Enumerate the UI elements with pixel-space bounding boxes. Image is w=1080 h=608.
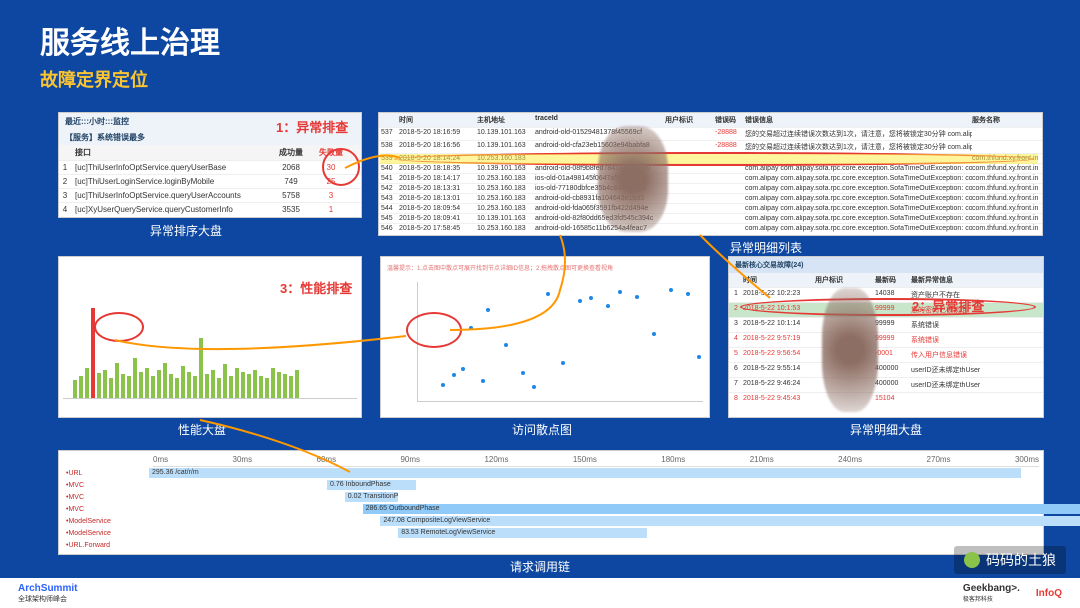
redaction-detail [822, 288, 878, 412]
scatter-panel: 温馨提示：1.点击图中散点可展开找到节点详细ID信息；2.拖拽散点图可更换查看视… [380, 256, 710, 418]
archsummit-logo: ArchSummit 全球架构师峰会 [18, 583, 77, 604]
infoq-logo: InfoQ [1036, 588, 1062, 599]
detail-col-time: 时间 [743, 275, 815, 285]
trace-col-svc: 服务名称 [972, 115, 1042, 125]
geekbang-logo: Geekbang>. 极客邦科技 [963, 583, 1020, 603]
detail-col-msg: 最新异常信息 [911, 275, 1043, 285]
chain-label: 请求调用链 [510, 558, 570, 575]
col-interface: 接口 [71, 147, 271, 158]
chain-panel: 0ms30ms60ms90ms120ms150ms180ms210ms240ms… [58, 450, 1044, 555]
trace-row[interactable]: 5382018-5-20 18:16:5610.139.101.163andro… [379, 140, 1042, 153]
trace-row[interactable]: 5432018-5-20 18:13:0110.253.160.183andro… [379, 193, 1042, 203]
chain-row[interactable]: •MVC0.76 InboundPhase [63, 479, 1039, 491]
annot-2: 2：异常排查 [912, 296, 984, 315]
detail-row[interactable]: 32018-5-22 10:1:1499999系统错误 [729, 317, 1043, 332]
page-title: 服务线上治理 [0, 0, 1080, 62]
detail-row[interactable]: 82018-5-22 9:45:4315104 [729, 392, 1043, 404]
detail-col-code: 最新码 [875, 275, 911, 285]
wm-text: 码码的土狼 [986, 550, 1056, 570]
trace-row[interactable]: 5442018-5-20 18:09:5410.253.160.183andro… [379, 203, 1042, 213]
trace-panel: 时间 主机地址 traceId 用户标识 错误码 错误信息 服务名称 53720… [378, 112, 1043, 236]
chain-row[interactable]: •ModelService247.08 CompositeLogViewServ… [63, 515, 1039, 527]
wechat-icon [964, 552, 980, 568]
trace-row[interactable]: 5402018-5-20 18:18:3510.139.101.163andro… [379, 163, 1042, 173]
redaction-trace [598, 126, 668, 232]
chain-row[interactable]: •ModelService83.53 RemoteLogViewService [63, 527, 1039, 539]
err-row[interactable]: 1[uc]ThiUserInfoOptService.queryUserBase… [59, 160, 361, 174]
chain-row[interactable]: •MVC286.65 OutboundPhase [63, 503, 1039, 515]
trace-row[interactable]: 5392018-5-20 18:14:2410.253.160.183com.t… [379, 153, 1042, 163]
trace-col-host: 主机地址 [477, 115, 535, 125]
err-row[interactable]: 2[uc]ThiUserLoginService.loginByMobile74… [59, 174, 361, 188]
err-row[interactable]: 4[uc]XyUserQueryService.queryCustomerInf… [59, 202, 361, 216]
trace-row[interactable]: 5452018-5-20 18:09:4110.139.101.163andro… [379, 213, 1042, 223]
chain-row[interactable]: •URL.Forward [63, 539, 1039, 551]
detail-row[interactable]: 12018-5-22 10:2:2314038资产账户不存在 [729, 287, 1043, 302]
footer-bar: ArchSummit 全球架构师峰会 Geekbang>. 极客邦科技 Info… [0, 578, 1080, 608]
annot-1: 1：异常排查 [276, 117, 348, 136]
err-label: 异常排序大盘 [150, 222, 222, 239]
detail-row[interactable]: 72018-5-22 9:46:24400000userID还未绑定thUser [729, 377, 1043, 392]
chain-row[interactable]: •URL295.36 /cat/r/m [63, 467, 1039, 479]
detail-row[interactable]: 42018-5-22 9:57:1999999系统错误 [729, 332, 1043, 347]
annot-3: 3：性能排查 [280, 278, 352, 297]
trace-row[interactable]: 5412018-5-20 18:14:1710.253.160.183ios-o… [379, 173, 1042, 183]
trace-label: 异常明细列表 [730, 239, 802, 256]
detail-row[interactable]: 52018-5-22 9:56:54-0001传入用户信息错误 [729, 347, 1043, 362]
trace-col-traceid: traceId [535, 115, 665, 125]
detail-row[interactable]: 62018-5-22 9:55:14400000userID还未绑定thUser [729, 362, 1043, 377]
chain-row[interactable]: •MVC0.02 TransitionPhase [63, 491, 1039, 503]
col-ok: 成功量 [271, 147, 311, 158]
trace-col-errcode: 错误码 [715, 115, 745, 125]
wechat-watermark: 码码的土狼 [954, 546, 1066, 574]
trace-col-user: 用户标识 [665, 115, 715, 125]
col-fail: 失败量 [311, 147, 351, 158]
detail-col-user: 用户标识 [815, 275, 875, 285]
detail-panel: 最新核心交易故障(24) 时间 用户标识 最新码 最新异常信息 12018-5-… [728, 256, 1044, 418]
trace-col-errmsg: 错误信息 [745, 115, 972, 125]
detail-title: 最新核心交易故障(24) [729, 257, 1043, 273]
trace-row[interactable]: 5372018-5-20 18:16:5910.139.101.163andro… [379, 127, 1042, 140]
scatter-note: 温馨提示：1.点击图中散点可展开找到节点详细ID信息；2.拖拽散点图可更换查看视… [387, 263, 703, 272]
err-row[interactable]: 3[uc]ThiUserInfoOptService.queryUserAcco… [59, 188, 361, 202]
trace-row[interactable]: 5462018-5-20 17:58:4510.253.160.183andro… [379, 223, 1042, 233]
scatter-label: 访问散点图 [512, 421, 572, 438]
page-subtitle: 故障定界定位 [0, 62, 1080, 100]
trace-row[interactable]: 5422018-5-20 18:13:3110.253.160.183ios-o… [379, 183, 1042, 193]
detail-row[interactable]: 22018-5-22 10:1:5399999您的密码已被锁定 [729, 302, 1043, 317]
detail-label: 异常明细大盘 [850, 421, 922, 438]
perf-label: 性能大盘 [178, 421, 226, 438]
trace-col-time: 时间 [399, 115, 477, 125]
